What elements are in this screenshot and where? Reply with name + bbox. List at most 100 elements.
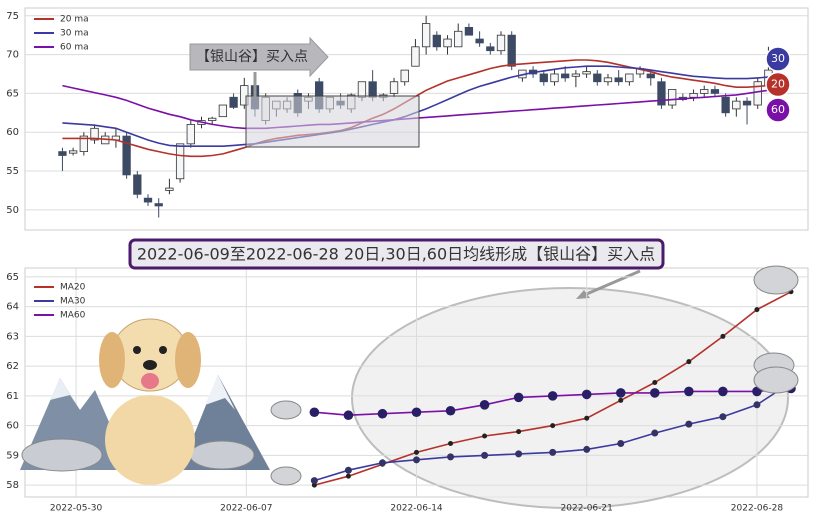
candle-body	[753, 81, 762, 106]
ma-marker	[445, 405, 456, 416]
candle-body	[357, 81, 367, 98]
candle-body	[507, 34, 516, 67]
y-tick-label: 50	[6, 205, 19, 216]
legend-label: 20 ma	[60, 15, 89, 25]
candle-body	[700, 89, 709, 94]
y-tick-label: 58	[6, 480, 19, 491]
candle-body	[668, 89, 677, 106]
ma-marker	[345, 473, 351, 479]
ma-marker	[448, 440, 454, 446]
legend-label: MA30	[60, 297, 86, 307]
y-tick-label: 64	[6, 302, 19, 313]
ma-marker	[583, 445, 591, 453]
ingot	[21, 438, 103, 472]
ma-marker	[344, 466, 352, 474]
candle-body	[400, 69, 409, 83]
ingot-icon	[753, 265, 799, 295]
ma-badge	[765, 71, 791, 98]
ma-marker	[516, 429, 522, 435]
annotation: 【银山谷】买入点	[196, 49, 308, 65]
ma-marker	[685, 420, 693, 428]
top-chart: 50 55 60 65 70 75 【银山谷】买入点 30 20 60 20 ma 30 ma 60 m…	[6, 11, 808, 218]
y-tick-label: 55	[6, 166, 19, 177]
candle-body	[389, 81, 399, 94]
ma-marker	[719, 413, 727, 421]
dog-ear	[99, 332, 125, 388]
x-tick-label: 2022-06-21	[561, 504, 613, 514]
ma-badge	[765, 46, 791, 72]
ma-marker	[754, 307, 760, 313]
ma-marker	[684, 386, 694, 397]
candle-body	[593, 73, 602, 83]
candle-body	[122, 135, 131, 176]
ma-badge	[765, 97, 791, 123]
ingot-icon	[753, 366, 799, 394]
ma-marker	[377, 408, 388, 419]
candle-body	[175, 143, 185, 180]
y-tick-label: 60	[6, 421, 19, 432]
ma-marker	[411, 407, 422, 418]
candle-body	[614, 77, 623, 83]
ma-marker	[618, 397, 624, 403]
candle-body	[742, 100, 752, 106]
chart-title: 2022-06-09至2022-06-28 20日,30日,60日均线形成【银山…	[137, 245, 655, 264]
ma-marker	[414, 449, 419, 455]
mountain-snow	[50, 378, 80, 410]
ingot	[189, 440, 255, 470]
legend-label: MA20	[60, 283, 86, 293]
dog-eye	[133, 346, 141, 354]
candle-body	[58, 151, 67, 156]
candle-body	[710, 89, 720, 94]
ma-marker	[549, 448, 557, 456]
ma-marker	[753, 401, 761, 409]
ma-marker	[479, 400, 490, 410]
ma-marker	[378, 459, 386, 467]
candle-body	[240, 85, 249, 106]
candle-body	[218, 104, 228, 118]
pointer-arrow	[581, 269, 641, 298]
highlight-ellipse	[351, 287, 789, 509]
candle-body	[165, 187, 174, 191]
ma-marker	[310, 477, 318, 485]
ma-badge-label: 60	[771, 103, 785, 116]
ma-badge-label: 20	[771, 78, 785, 91]
candle-body	[496, 34, 506, 52]
candle-body	[539, 73, 548, 83]
ma-marker	[550, 423, 556, 429]
y-tick-label: 60	[6, 127, 19, 138]
ma-marker	[515, 450, 523, 458]
candle-body	[689, 92, 698, 98]
x-tick-label: 2022-06-14	[390, 504, 443, 514]
candle-body	[133, 174, 142, 195]
x-tick-label: 2022-06-07	[220, 504, 272, 514]
ma-marker	[581, 389, 592, 400]
x-tick-label: 2022-06-28	[731, 504, 784, 514]
ma-marker	[651, 429, 659, 437]
candle-body	[486, 46, 495, 52]
ma-marker	[413, 456, 420, 464]
legend-label: MA60	[60, 311, 86, 321]
candle-body	[68, 150, 78, 154]
y-tick-label: 59	[6, 450, 19, 461]
ingot-icon	[270, 466, 302, 486]
ma-marker	[584, 415, 590, 421]
ma-marker	[343, 410, 354, 421]
ma-badge-label: 30	[771, 52, 785, 65]
y-tick-label: 61	[6, 391, 19, 402]
candle-body	[603, 77, 613, 83]
legend-label: 60 ma	[60, 43, 89, 53]
ma-marker	[718, 386, 728, 397]
decoration	[20, 265, 799, 486]
ma-marker	[309, 407, 320, 418]
ma-marker	[513, 392, 524, 403]
candle-body	[550, 73, 559, 83]
title-banner	[128, 238, 665, 270]
candle-body	[443, 38, 452, 48]
y-tick-label: 65	[6, 272, 19, 283]
candle-body	[657, 81, 666, 106]
bottom-chart: 58 59 60 61 62 63 64 65 2022-05-30 2022-06-07 2022…	[6, 268, 808, 514]
ma-marker	[547, 391, 558, 401]
candle-body	[464, 27, 474, 36]
y-tick-label: 62	[6, 361, 19, 372]
